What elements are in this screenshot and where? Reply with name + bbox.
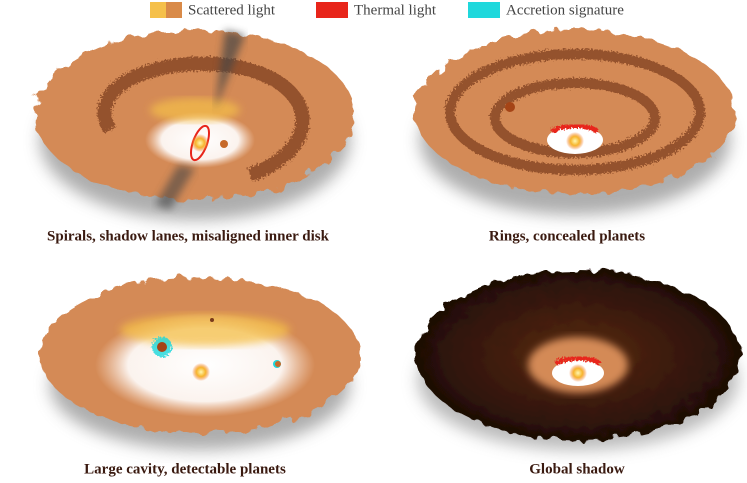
legend-swatch: [316, 2, 348, 18]
legend-label: Thermal light: [354, 2, 437, 18]
legend-label: Scattered light: [188, 2, 276, 18]
disk-cavity: [40, 277, 360, 450]
disk-shadow: [416, 270, 740, 450]
disk-rings: [415, 30, 735, 215]
legend: Scattered light Thermal light Accretion …: [150, 2, 624, 18]
panel-caption: Spirals, shadow lanes, misaligned inner …: [47, 228, 330, 244]
legend-swatch: [468, 2, 500, 18]
panel-caption: Rings, concealed planets: [489, 228, 645, 244]
panel-caption: Large cavity, detectable planets: [84, 461, 286, 477]
legend-label: Accretion signature: [506, 2, 624, 18]
panel-caption: Global shadow: [529, 461, 625, 477]
legend-swatch: [166, 2, 182, 18]
disk-spirals: [35, 30, 355, 220]
legend-swatch: [150, 2, 166, 18]
